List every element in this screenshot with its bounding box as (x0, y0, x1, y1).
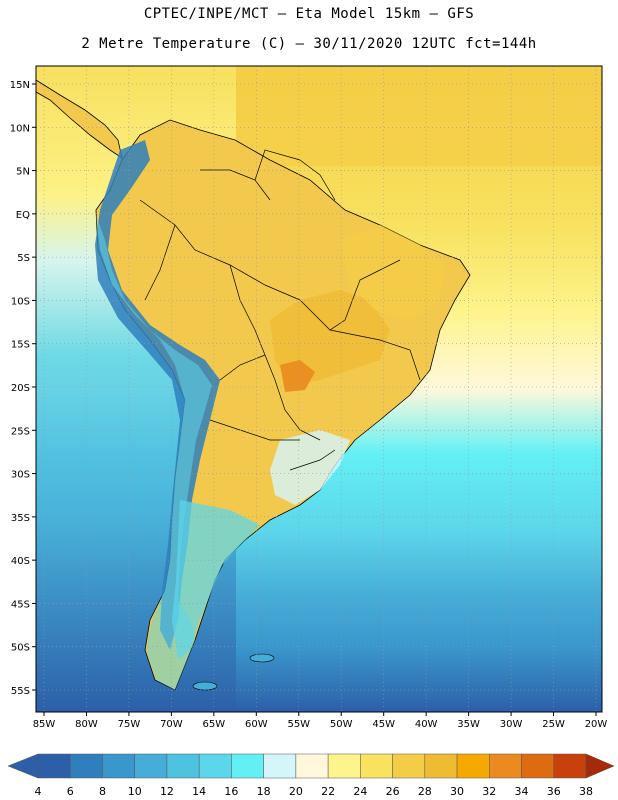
longitude-tick-labels: 85W 80W 75W 70W 65W 60W 55W 50W 45W 40W 35W 30W 25W 2… (33, 712, 608, 730)
lat-tick-label: 5S (17, 253, 30, 264)
colorbar-label: 20 (289, 785, 303, 798)
lon-tick-label: 70W (160, 719, 183, 730)
lon-tick-label: 30W (500, 719, 523, 730)
colorbar-swatch (102, 753, 135, 779)
chart-title-line2: 2 Metre Temperature (C) – 30/11/2020 12U… (81, 36, 537, 52)
colorbar-swatch (360, 753, 393, 779)
lon-tick-label: 25W (542, 719, 565, 730)
colorbar-swatch (424, 753, 458, 779)
tropical-atlantic-warm-band (236, 66, 602, 166)
lat-tick-label: 5N (16, 167, 30, 178)
lon-tick-label: 85W (33, 719, 56, 730)
colorbar-label: 6 (67, 785, 74, 798)
lon-tick-label: 60W (245, 719, 268, 730)
lon-tick-label: 50W (330, 719, 353, 730)
colorbar-arrow-high (585, 753, 615, 779)
lon-tick-label: 20W (585, 719, 608, 730)
colorbar-swatch (327, 753, 361, 779)
lon-tick-label: 75W (118, 719, 141, 730)
lat-tick-label: 10N (10, 123, 30, 134)
colorbar-label: 38 (579, 785, 593, 798)
chart-title-line1: CPTEC/INPE/MCT – Eta Model 15km – GFS (143, 6, 475, 22)
colorbar-label: 24 (353, 785, 367, 798)
lat-tick-label: 35S (11, 513, 30, 524)
lon-tick-label: 35W (457, 719, 480, 730)
lat-tick-label: EQ (16, 210, 30, 221)
colorbar-swatch (456, 753, 490, 779)
colorbar-label: 14 (192, 785, 206, 798)
colorbar-label: 32 (482, 785, 496, 798)
lat-tick-label: 30S (11, 470, 30, 481)
colorbar-label: 22 (321, 785, 335, 798)
colorbar-swatch (553, 753, 587, 779)
lon-tick-label: 80W (75, 719, 98, 730)
colorbar-label: 18 (257, 785, 271, 798)
colorbar-swatch (489, 753, 522, 779)
colorbar-label: 8 (99, 785, 106, 798)
colorbar-swatch (198, 753, 232, 779)
lat-tick-label: 45S (11, 599, 30, 610)
central-america-land (36, 79, 123, 159)
country-borders (139, 149, 421, 471)
lat-tick-label: 40S (11, 556, 30, 567)
colorbar-label: 10 (128, 785, 142, 798)
lat-tick-label: 25S (11, 426, 30, 437)
temperature-colorbar: 4 6 8 10 12 14 16 18 20 22 24 26 28 30 32 34 36 38 (7, 753, 615, 798)
colorbar-label: 12 (160, 785, 174, 798)
lon-tick-label: 65W (203, 719, 226, 730)
colorbar-label: 16 (224, 785, 238, 798)
patagonia-cool-region (172, 500, 260, 660)
colorbar-label: 34 (515, 785, 529, 798)
interior-hottest-region (280, 360, 315, 392)
lat-tick-label: 15S (11, 340, 30, 351)
latitude-tick-labels: 15N 10N 5N EQ 5S 10S 15S 20S 25S 30S 35S 40S 45S 50S 5… (10, 80, 36, 697)
colorbar-label: 36 (547, 785, 561, 798)
colorbar-label: 26 (386, 785, 400, 798)
colorbar-swatch (166, 753, 200, 779)
lon-tick-label: 40W (415, 719, 438, 730)
lat-tick-label: 10S (11, 296, 30, 307)
colorbar-label: 30 (450, 785, 464, 798)
colorbar-label: 28 (418, 785, 432, 798)
colorbar-swatch (69, 753, 103, 779)
lat-tick-label: 20S (11, 383, 30, 394)
colorbar-label: 4 (35, 785, 42, 798)
colorbar-swatch (37, 753, 71, 779)
colorbar-swatch (134, 753, 168, 779)
colorbar-swatch (392, 753, 426, 779)
andes-cool-margin (96, 215, 212, 690)
colorbar-swatch (263, 753, 297, 779)
northeast-warm-region (340, 225, 445, 320)
southern-brazil-cool (270, 430, 350, 505)
colorbar-arrow-low (7, 753, 39, 779)
map-frame (35, 65, 603, 713)
tierra-del-fuego (192, 681, 218, 691)
colorbar-swatch (231, 753, 264, 779)
colorbar-swatch (295, 753, 329, 779)
lat-tick-label: 55S (11, 686, 30, 697)
falkland-islands (249, 653, 275, 663)
colorbar-swatch (521, 753, 555, 779)
lon-tick-label: 55W (287, 719, 310, 730)
lat-tick-label: 50S (11, 643, 30, 654)
lat-tick-label: 15N (10, 80, 30, 91)
lon-tick-label: 45W (372, 719, 395, 730)
